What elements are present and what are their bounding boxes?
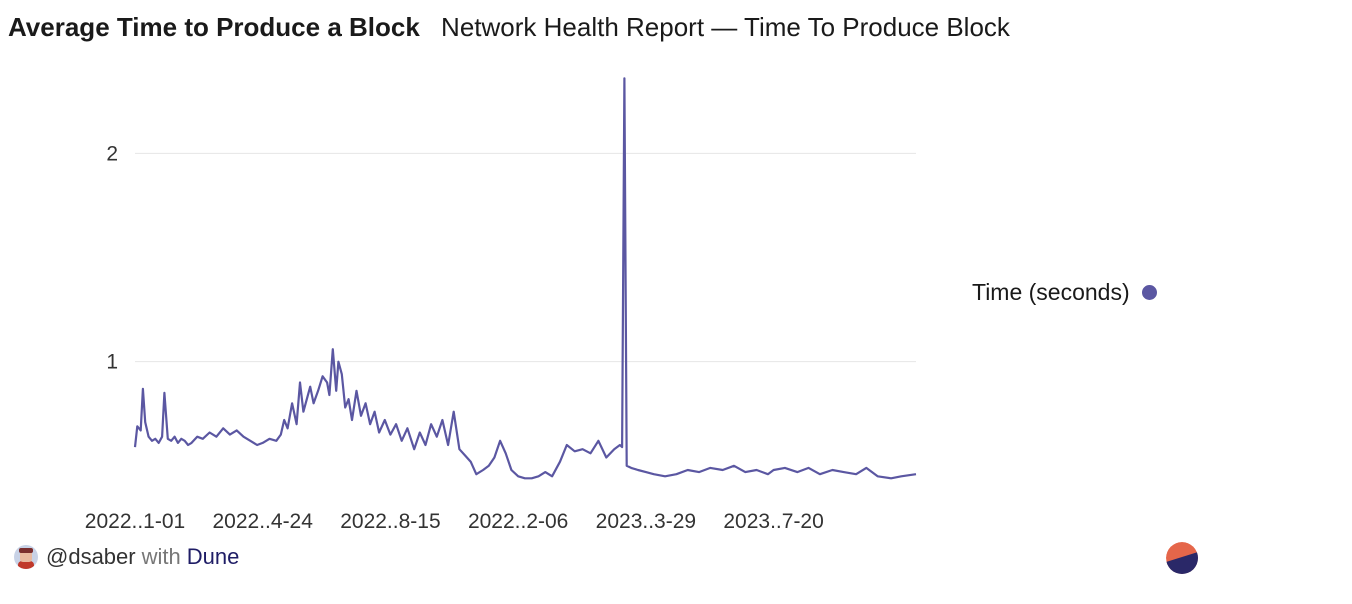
footer-attribution: @dsaber with Dune bbox=[14, 544, 239, 570]
chart-subtitle: Network Health Report — Time To Produce … bbox=[441, 12, 1010, 42]
y-tick-label: 1 bbox=[106, 351, 118, 374]
series-line[interactable] bbox=[133, 77, 917, 480]
with-text: with bbox=[141, 544, 181, 569]
x-tick-label: 2022..2-06 bbox=[468, 510, 568, 533]
y-tick-label: 2 bbox=[106, 142, 118, 165]
gridlines bbox=[135, 152, 916, 363]
x-tick-label: 2023..3-29 bbox=[596, 510, 696, 533]
x-axis: 2022..1-01 2022..4-24 2022..8-15 2022..2-06… bbox=[85, 510, 824, 533]
dune-logo-icon[interactable] bbox=[1166, 542, 1198, 574]
series-layer bbox=[133, 77, 917, 480]
x-tick-label: 2023..7-20 bbox=[723, 510, 823, 533]
x-tick-label: 2022..1-01 bbox=[85, 510, 185, 533]
chart-title: Average Time to Produce a Block bbox=[8, 12, 420, 42]
x-tick-label: 2022..8-15 bbox=[340, 510, 440, 533]
dune-link[interactable]: Dune bbox=[186, 544, 240, 569]
chart-header: Average Time to Produce a Block Network … bbox=[8, 12, 1010, 43]
author-handle[interactable]: @dsaber bbox=[46, 544, 136, 569]
legend-label: Time (seconds) bbox=[972, 279, 1130, 305]
user-avatar-icon[interactable] bbox=[14, 545, 38, 569]
legend-marker bbox=[1141, 285, 1157, 300]
y-axis: 12 bbox=[106, 142, 118, 373]
chart-legend[interactable]: Time (seconds) bbox=[972, 279, 1157, 306]
x-tick-label: 2022..4-24 bbox=[213, 510, 314, 533]
